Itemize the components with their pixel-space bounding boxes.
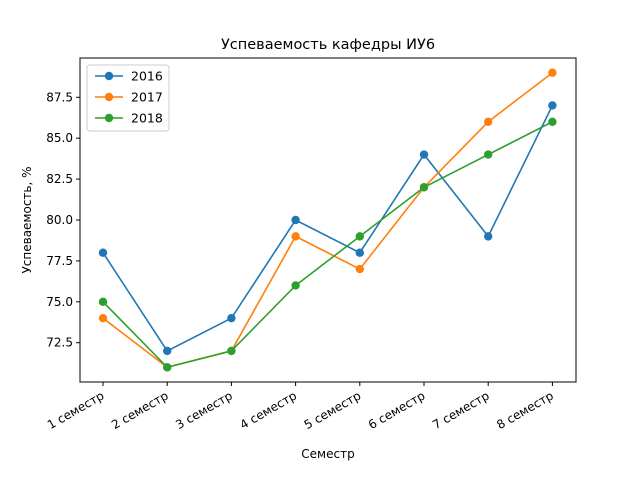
x-tick-label: 3 семестр [173, 388, 235, 432]
x-tick-label: 2 семестр [109, 388, 171, 432]
x-tick-label: 4 семестр [237, 388, 299, 432]
series-layer [98, 68, 557, 372]
data-point [419, 183, 429, 192]
legend-label: 2016 [131, 69, 163, 84]
legend-label: 2018 [131, 111, 163, 126]
data-point [548, 68, 557, 77]
data-point [163, 363, 172, 372]
data-point [291, 281, 300, 290]
x-tick-label: 7 семестр [430, 388, 492, 432]
data-point [227, 346, 236, 356]
data-point [355, 248, 364, 257]
x-tick-label: 5 семестр [302, 388, 364, 432]
data-point [355, 232, 364, 241]
series-2018 [98, 117, 557, 372]
series-line [102, 121, 553, 369]
y-tick-label: 77.5 [46, 254, 73, 268]
data-point [98, 297, 108, 307]
series-line [102, 105, 554, 352]
data-point [355, 264, 364, 274]
data-point [227, 313, 236, 323]
series-2016 [98, 101, 557, 356]
y-axis: 72.5 75.0 77.5 80.0 82.5 85.0 87.5 [46, 90, 80, 350]
legend-swatch-marker [104, 113, 114, 123]
y-axis-label: Успеваемость, % [20, 166, 34, 273]
x-tick-label: 1 семестр [45, 388, 107, 432]
y-tick-label: 75.0 [46, 295, 73, 309]
data-point [291, 215, 300, 225]
data-point [163, 346, 172, 356]
y-tick-label: 80.0 [46, 213, 73, 227]
y-tick-label: 72.5 [46, 336, 73, 350]
data-point [98, 248, 108, 257]
data-point [98, 313, 108, 323]
legend-swatch-marker [104, 92, 114, 102]
data-point [484, 150, 493, 159]
x-axis-label: Семестр [301, 447, 354, 461]
data-point [419, 150, 429, 159]
y-tick-label: 87.5 [46, 90, 73, 104]
chart-title: Успеваемость кафедры ИУ6 [221, 37, 435, 53]
legend-swatch-marker [104, 71, 114, 81]
y-tick-label: 85.0 [46, 131, 73, 145]
y-tick-label: 82.5 [46, 172, 73, 186]
x-tick-label: 8 семестр [494, 388, 556, 432]
x-axis: 1 семестр 2 семестр 3 семестр 4 семестр 5 се… [45, 382, 556, 432]
x-tick-label: 6 семестр [366, 388, 428, 432]
data-point [548, 117, 557, 127]
data-point [291, 232, 300, 241]
data-point [484, 232, 493, 241]
legend-label: 2017 [131, 90, 163, 105]
legend: 2016 2017 2018 [86, 64, 170, 132]
data-point [484, 117, 493, 127]
data-point [548, 101, 557, 110]
